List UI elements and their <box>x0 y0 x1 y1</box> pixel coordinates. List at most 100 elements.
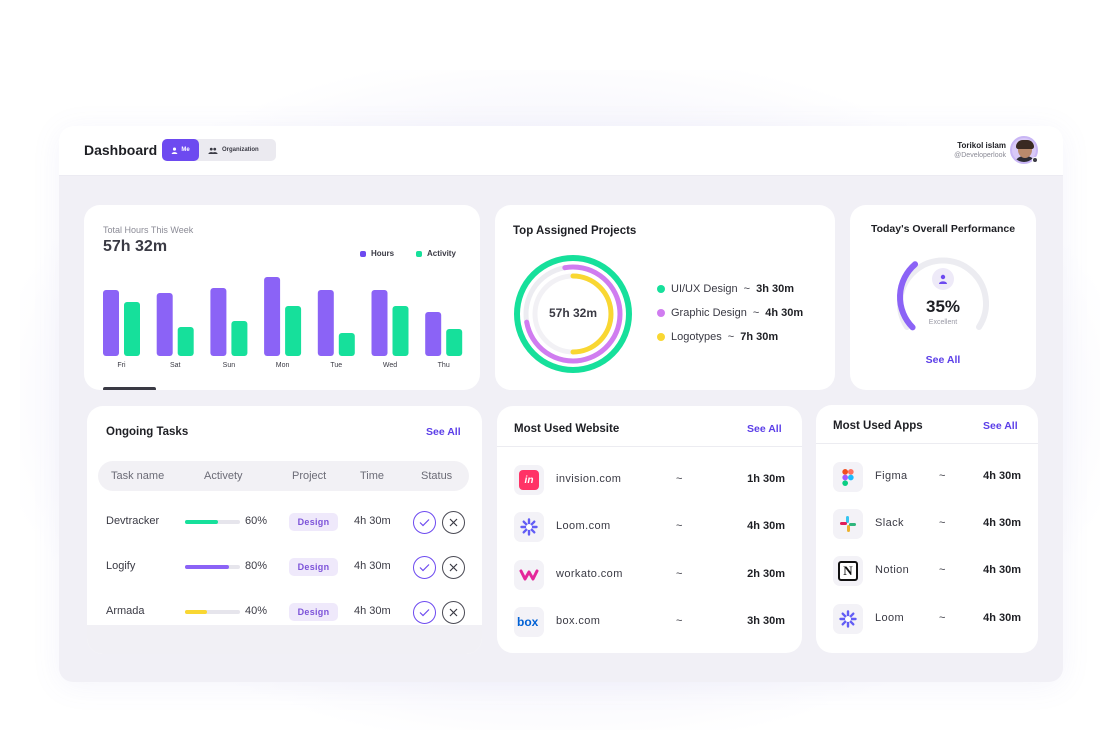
website-name: box.com <box>556 615 601 627</box>
approve-button[interactable] <box>413 511 436 534</box>
tasks-see-all[interactable]: See All <box>426 426 461 438</box>
approve-button[interactable] <box>413 601 436 624</box>
col-status: Status <box>421 470 453 482</box>
app-time: 4h 30m <box>983 470 1021 482</box>
website-name: invision.com <box>556 473 622 485</box>
status-dot <box>1032 157 1038 163</box>
bar-activity-fri[interactable] <box>124 302 140 356</box>
list-item[interactable]: Figma ~ 4h 30m <box>816 462 1038 492</box>
bar-activity-mon[interactable] <box>285 306 302 356</box>
list-item[interactable]: Slack ~ 4h 30m <box>816 509 1038 539</box>
websites-divider <box>497 446 802 447</box>
view-switcher: Me Organization <box>162 139 276 161</box>
bar-hours-sun[interactable] <box>210 288 227 356</box>
performance-card: Today's Overall Performance 35% Excellen… <box>850 205 1036 390</box>
project-time: 3h 30m <box>756 283 794 295</box>
bar-hours-fri[interactable] <box>103 290 119 356</box>
hours-card: Total Hours This Week 57h 32m Hours Acti… <box>84 205 480 390</box>
website-time: 2h 30m <box>747 568 785 580</box>
bar-hours-sat[interactable] <box>156 293 173 356</box>
x-tick-label: Thu <box>438 362 450 369</box>
tab-organization[interactable]: Organization <box>208 139 259 161</box>
task-progress-track <box>185 520 240 524</box>
apps-see-all[interactable]: See All <box>983 420 1018 432</box>
svg-text:box: box <box>517 615 539 629</box>
list-item[interactable]: in invision.com ~ 1h 30m <box>497 465 802 495</box>
project-swatch <box>657 333 665 341</box>
check-icon <box>419 519 430 527</box>
performance-user-icon <box>932 268 954 290</box>
bar-hours-thu[interactable] <box>425 312 442 356</box>
apps-divider <box>816 443 1038 444</box>
close-icon <box>449 608 458 617</box>
websites-see-all[interactable]: See All <box>747 423 782 435</box>
col-activity: Activety <box>204 470 243 482</box>
project-item: Logotypes ~ 7h 30m <box>657 331 778 343</box>
col-project: Project <box>292 470 327 482</box>
task-progress-fill <box>185 565 229 569</box>
task-project-tag[interactable]: Design <box>289 558 338 576</box>
x-tick-label: Sat <box>170 362 181 369</box>
close-icon <box>449 563 458 572</box>
project-name: UI/UX Design <box>671 283 738 295</box>
bar-hours-mon[interactable] <box>264 277 281 356</box>
project-swatch <box>657 285 665 293</box>
app-name: Notion <box>875 564 910 576</box>
app-sep: ~ <box>939 612 946 624</box>
website-sep: ~ <box>676 473 683 485</box>
tasks-footer <box>87 625 482 654</box>
task-project-tag[interactable]: Design <box>289 603 338 621</box>
list-item[interactable]: Loom.com ~ 4h 30m <box>497 512 802 542</box>
projects-ring-chart <box>514 255 632 373</box>
bar-hours-tue[interactable] <box>317 290 334 356</box>
app-time: 4h 30m <box>983 564 1021 576</box>
performance-label: Excellent <box>928 319 958 326</box>
reject-button[interactable] <box>442 601 465 624</box>
x-tick-label: Fri <box>117 362 126 369</box>
project-time: 7h 30m <box>740 331 779 343</box>
task-progress-fill <box>185 520 218 524</box>
approve-button[interactable] <box>413 556 436 579</box>
performance-title: Today's Overall Performance <box>870 223 1016 235</box>
website-time: 4h 30m <box>747 520 785 532</box>
table-row: Armada 40% Design 4h 30m <box>87 597 482 627</box>
x-tick-label: Wed <box>383 362 397 369</box>
users-icon <box>208 147 218 154</box>
bar-activity-tue[interactable] <box>338 333 355 356</box>
reject-button[interactable] <box>442 556 465 579</box>
check-icon <box>419 609 430 617</box>
performance-gauge <box>897 257 989 331</box>
performance-see-all[interactable]: See All <box>925 354 961 366</box>
websites-title: Most Used Website <box>514 423 620 435</box>
project-name: Graphic Design <box>671 307 747 319</box>
dashboard-window: Dashboard Me Organization Torikol islam … <box>59 126 1063 682</box>
legend-activity-label: Activity <box>427 249 456 258</box>
list-item[interactable]: Loom ~ 4h 30m <box>816 604 1038 634</box>
bar-activity-wed[interactable] <box>392 306 409 356</box>
bar-activity-thu[interactable] <box>446 329 463 356</box>
website-sep: ~ <box>676 615 683 627</box>
task-progress-fill <box>185 610 207 614</box>
tasks-card: Ongoing Tasks See All Task name Activety… <box>87 406 482 654</box>
bar-hours-wed[interactable] <box>371 290 388 356</box>
reject-button[interactable] <box>442 511 465 534</box>
tab-me[interactable]: Me <box>162 139 199 161</box>
legend-hours-swatch <box>360 250 366 257</box>
apps-card: Most Used Apps See All Figma ~ 4h 30m Sl… <box>816 405 1038 653</box>
task-name: Logify <box>106 560 136 572</box>
list-item[interactable]: workato.com ~ 2h 30m <box>497 560 802 590</box>
task-project-tag[interactable]: Design <box>289 513 338 531</box>
chart-scrollbar[interactable] <box>103 387 156 390</box>
bar-activity-sun[interactable] <box>231 321 248 356</box>
bar-activity-sat[interactable] <box>177 327 194 356</box>
list-item[interactable]: N Notion ~ 4h 30m <box>816 556 1038 586</box>
app-name: Figma <box>875 470 908 482</box>
user-icon <box>172 147 178 154</box>
app-sep: ~ <box>939 564 946 576</box>
x-tick-label: Tue <box>330 362 342 369</box>
website-name: Loom.com <box>556 520 611 532</box>
website-name: workato.com <box>556 568 623 580</box>
avatar[interactable] <box>1010 136 1038 164</box>
tasks-table-header: Task name Activety Project Time Status <box>98 461 469 491</box>
list-item[interactable]: box box.com ~ 3h 30m <box>497 607 802 637</box>
